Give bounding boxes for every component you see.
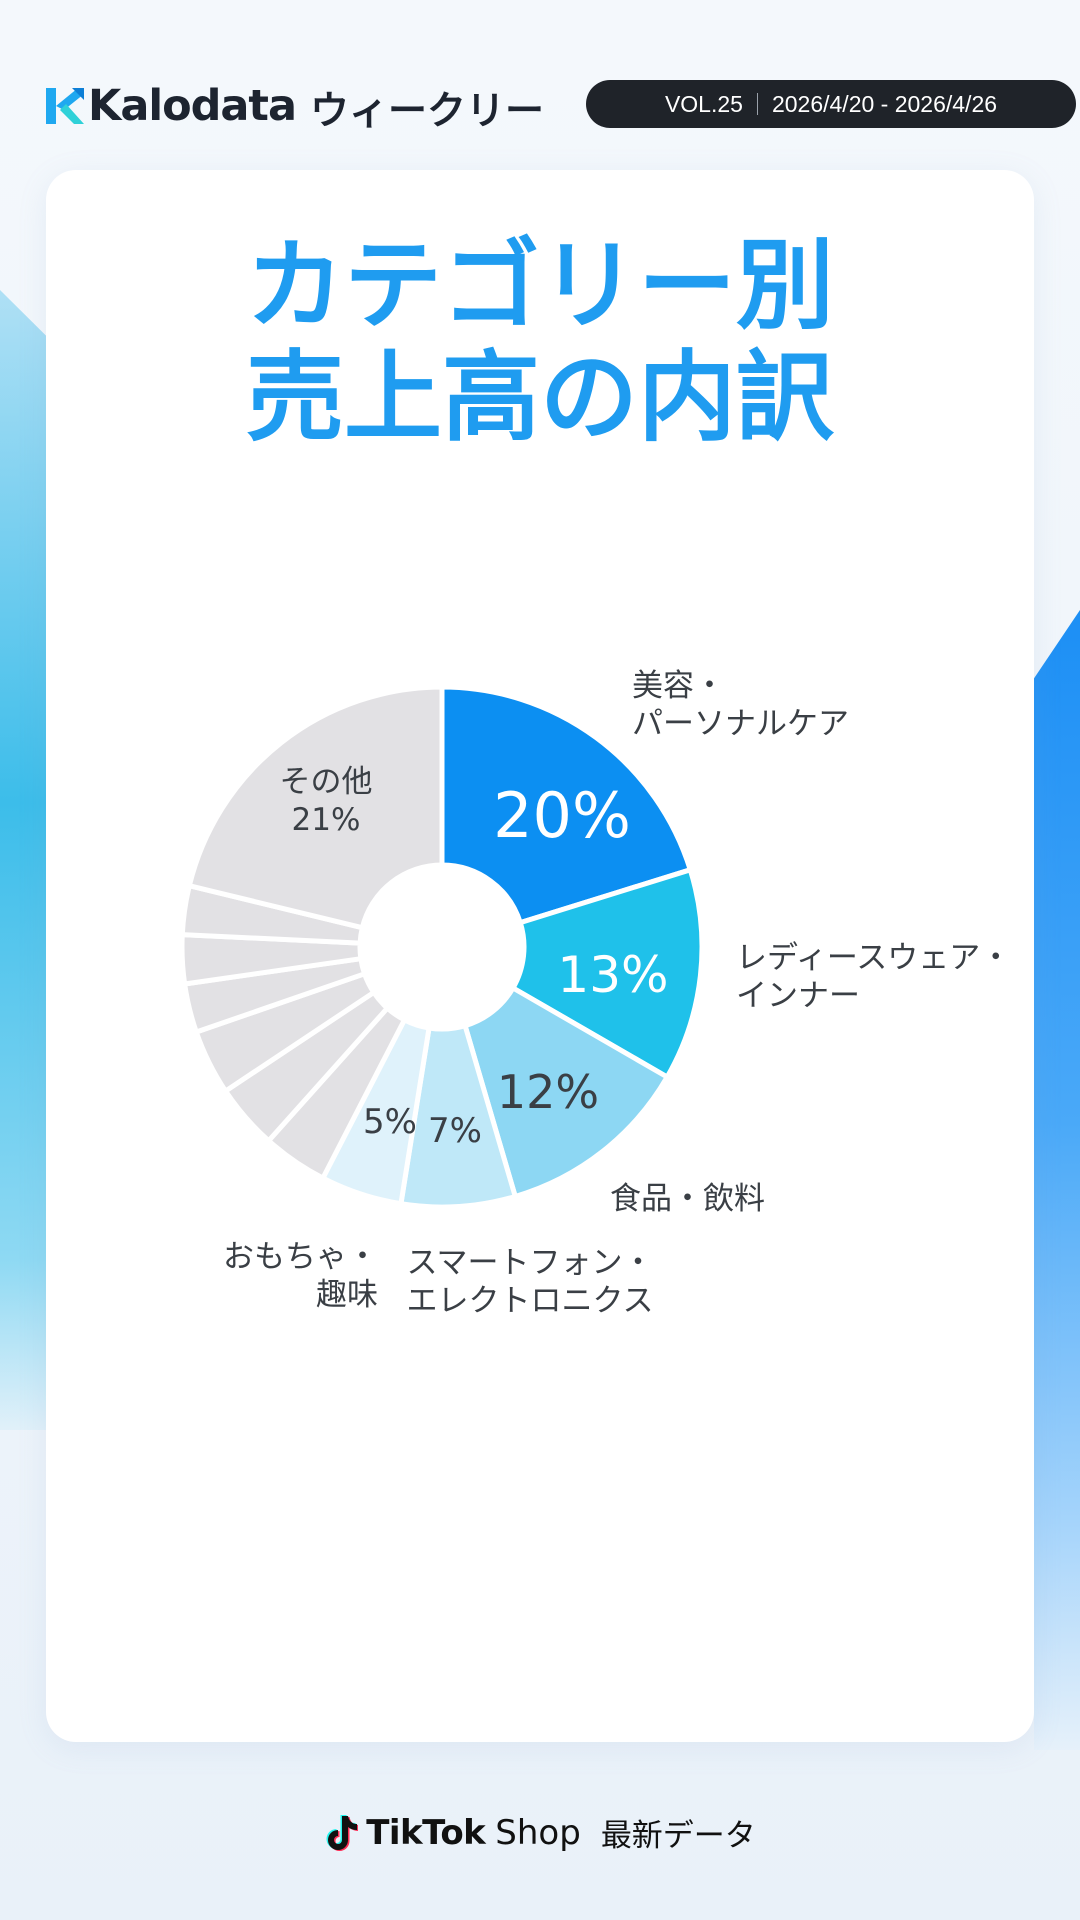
background-accent-right (1034, 610, 1080, 1750)
slice-value-label-4: 5% (363, 1102, 417, 1142)
slice-category-label-4: おもちゃ・趣味 (223, 1239, 378, 1313)
donut-slice-11 (186, 684, 445, 931)
slice-value-label-2: 12% (497, 1065, 599, 1119)
tiktok-brand: TikTok (366, 1812, 486, 1853)
kalodata-logo: Kalodata (44, 81, 297, 131)
slice-value-label-3: 7% (428, 1111, 482, 1151)
date-range: 2026/4/20 - 2026/4/26 (771, 90, 998, 117)
slice-category-label-11: その他 21% (280, 764, 373, 838)
weekly-label: ウィークリー (310, 89, 545, 134)
page-title: カテゴリー別 売上高の内訳 (0, 230, 1080, 454)
header: Kalodata ウィークリー VOL.25 2026/4/20 - 2026/… (44, 78, 1076, 134)
title-line-1: カテゴリー別 (245, 229, 834, 343)
slice-category-label-3: スマートフォン・エレクトロニクス (406, 1245, 653, 1319)
brand-name: Kalodata (88, 81, 297, 131)
slice-value-label-0: 20% (493, 779, 631, 852)
donut-slice-1 (510, 867, 705, 1080)
donut-slice-2 (462, 985, 670, 1199)
pill-divider (756, 93, 758, 115)
kalodata-logo-icon (46, 88, 84, 124)
issue-pill: VOL.25 2026/4/20 - 2026/4/26 (586, 80, 1076, 128)
tiktok-icon (326, 1814, 359, 1851)
slice-category-label-1: レディースウェア・インナー (736, 940, 1011, 1014)
latest-data-label: 最新データ (600, 1818, 756, 1854)
slice-value-label-1: 13% (557, 946, 668, 1004)
tiktok-shop-label: Shop (495, 1812, 581, 1853)
background-accent-left (0, 290, 46, 1430)
slice-category-label-0: 美容・パーソナルケア (632, 668, 849, 742)
slice-value-label-11: 21% (292, 802, 361, 838)
title-line-2: 売上高の内訳 (245, 341, 834, 455)
footer: TikTok Shop 最新データ (0, 1810, 1080, 1855)
volume-label: VOL.25 (664, 90, 743, 117)
donut-slice-0 (439, 684, 693, 926)
slice-category-label-2: 食品・飲料 (610, 1181, 765, 1217)
